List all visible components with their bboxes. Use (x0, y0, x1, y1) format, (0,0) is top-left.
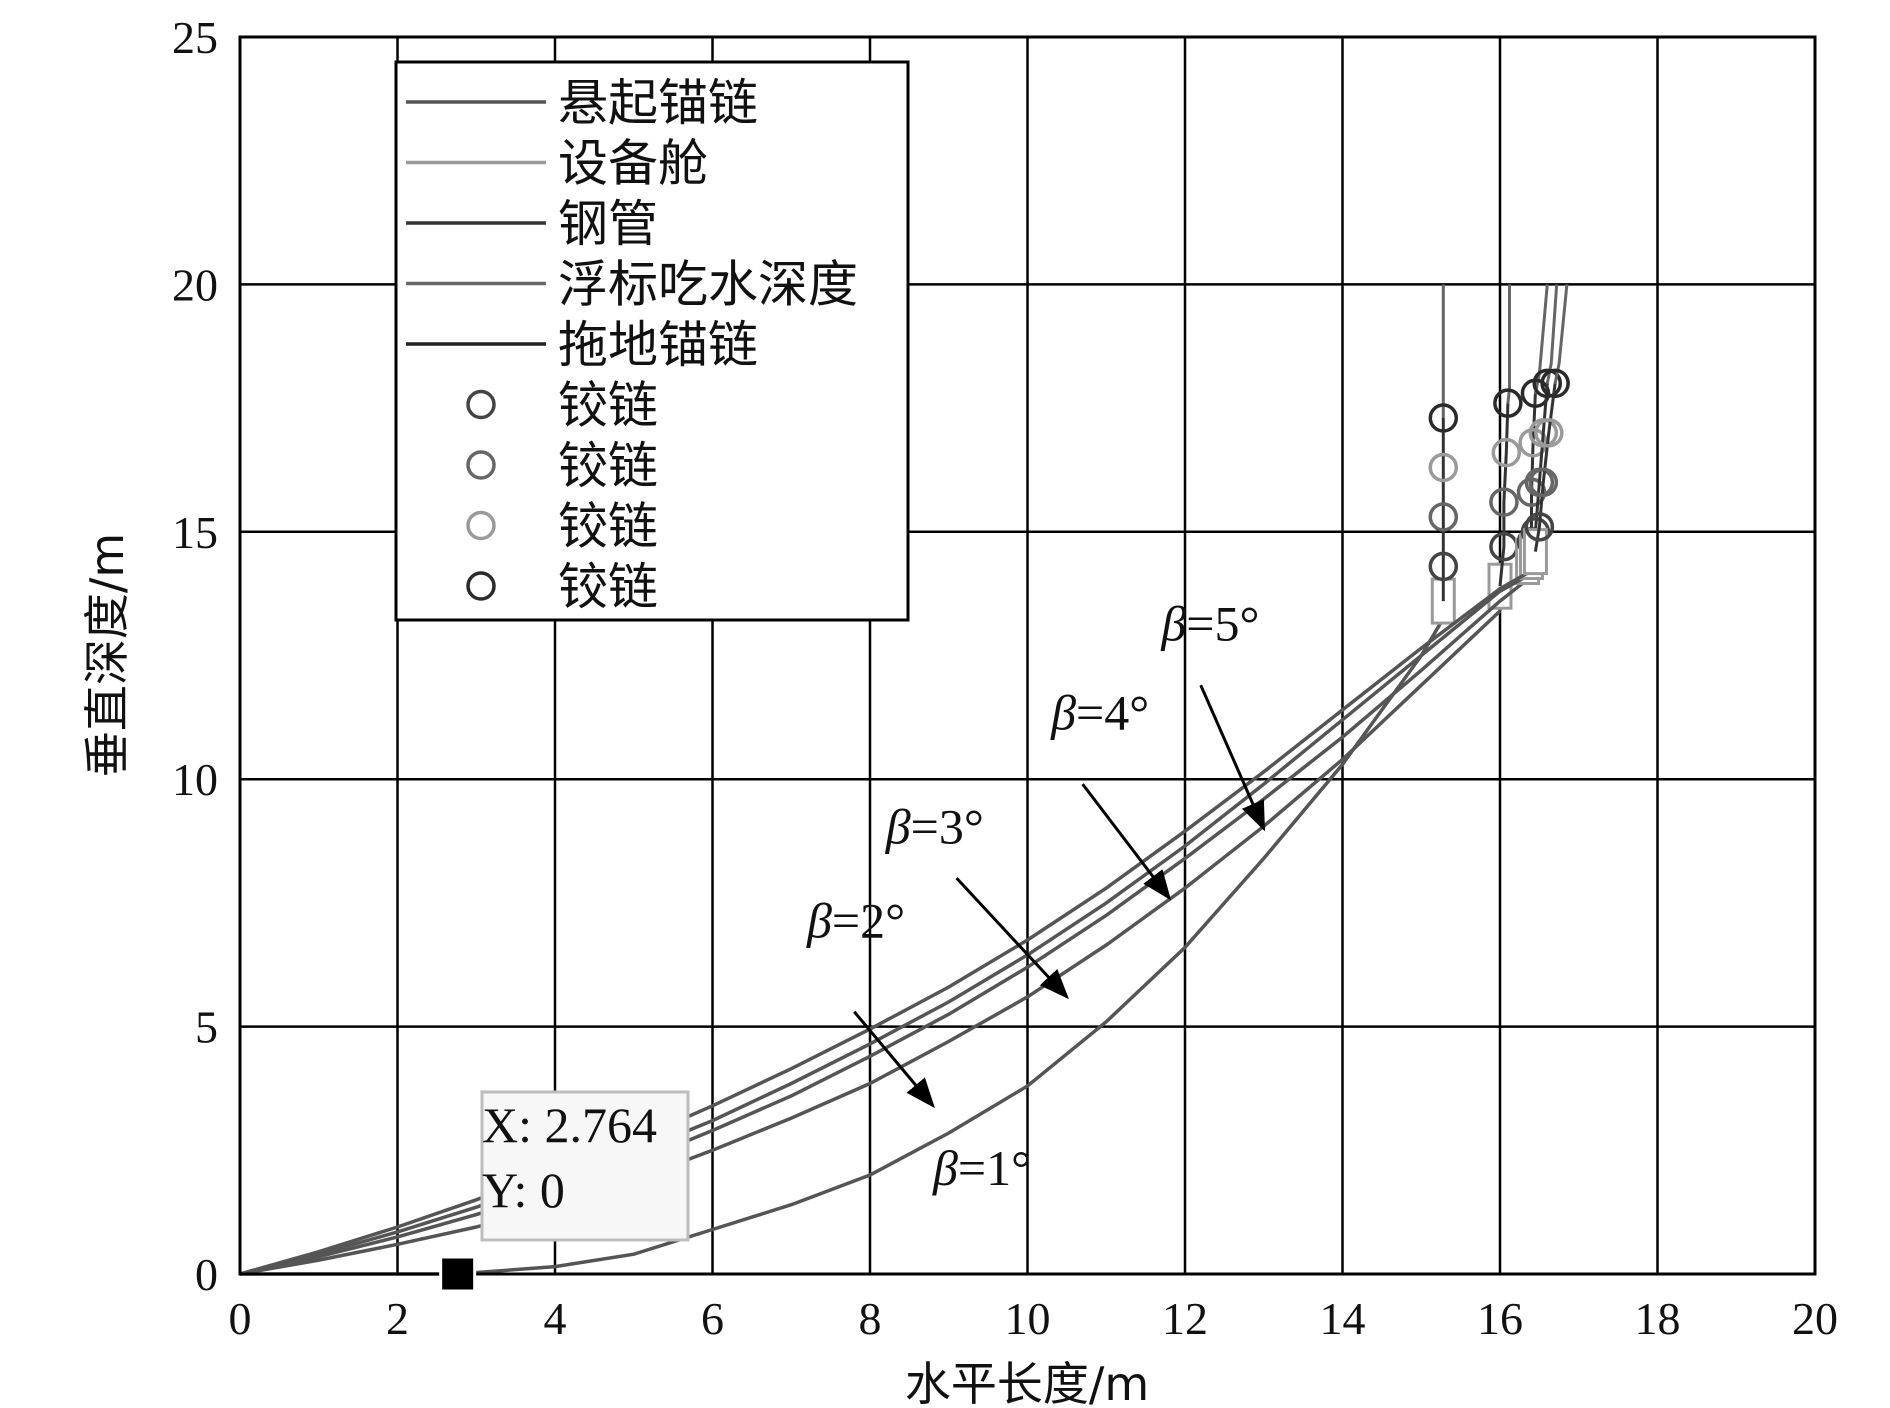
data-tip-box (480, 1090, 690, 1242)
y-axis-title: 垂直深度/m (80, 533, 134, 777)
beta-label: β=3° (885, 799, 984, 855)
legend-label: 铰链 (558, 558, 658, 616)
beta-label: β=5° (1160, 596, 1259, 652)
y-tick-label: 5 (195, 1002, 218, 1053)
legend-marker-swatch (466, 450, 496, 480)
legend-box (394, 60, 910, 622)
legend-label: 设备舱 (558, 135, 708, 193)
hinge-marker (1428, 551, 1459, 582)
x-tick-label: 6 (701, 1293, 724, 1344)
data-tip-y: Y: 0 (482, 1162, 565, 1218)
x-tick-label: 12 (1162, 1293, 1208, 1344)
legend-label: 铰链 (558, 377, 658, 435)
steel-pipe-line (1533, 383, 1557, 552)
legend-label: 拖地锚链 (558, 316, 758, 374)
hinge-marker (1532, 368, 1562, 399)
buoy-draft-line (1553, 284, 1569, 384)
x-tick-label: 14 (1320, 1293, 1366, 1344)
legend-label: 钢管 (558, 195, 658, 253)
x-tick-label: 8 (859, 1293, 882, 1344)
x-axis-title: 水平长度/m (905, 1357, 1149, 1408)
hinge-marker (1493, 388, 1523, 418)
x-tick-label: 16 (1477, 1293, 1523, 1344)
x-tick-label: 20 (1792, 1293, 1838, 1344)
suspended-chain-curve (239, 609, 1502, 1276)
hinge-marker (1428, 452, 1459, 483)
y-tick-label: 0 (195, 1249, 218, 1300)
legend-label: 浮标吃水深度 (558, 256, 858, 314)
hinge-marker (1518, 427, 1548, 458)
legend-marker-swatch (466, 389, 496, 420)
axes (238, 35, 1817, 1276)
catenary-curves (239, 284, 1570, 1276)
beta-annotations: β=1° β=2° β=3° β=4°β=5° (806, 596, 1266, 1196)
beta-arrow (1199, 684, 1266, 832)
beta-arrow (955, 877, 1069, 1000)
hinge-marker (1524, 512, 1555, 542)
x-tick-label: 18 (1635, 1293, 1681, 1344)
legend-label: 悬起锚链 (558, 74, 758, 132)
y-tick-label: 25 (172, 12, 218, 63)
hinge-marker (1428, 502, 1459, 532)
y-tick-label: 10 (172, 754, 218, 805)
x-tick-label: 10 (1005, 1293, 1051, 1344)
legend-marker-swatch (466, 510, 496, 541)
beta-arrow (1081, 783, 1172, 901)
beta-arrow (853, 1010, 935, 1109)
hinge-marker (1534, 418, 1564, 448)
beta-label: β=4° (1050, 685, 1149, 741)
data-tip-point (439, 1255, 477, 1293)
buoy-draft-line (1545, 284, 1559, 384)
hinge-marker (1428, 403, 1459, 433)
suspended-chain-curve (239, 574, 1533, 1276)
hinge-marker (1540, 368, 1570, 399)
series-5 (239, 284, 1570, 1276)
legend-label: 铰链 (558, 437, 658, 495)
y-tick-label: 20 (172, 259, 218, 310)
legend-label: 铰链 (558, 498, 658, 556)
tick-labels: 0 2 4 6 8 10 12 14 16 18 20 0 5 10 15 20 25 (172, 12, 1838, 1344)
beta-label: β=2° (806, 893, 905, 949)
y-tick-label: 15 (172, 507, 218, 558)
hinge-marker (1491, 437, 1522, 468)
plot-frame (238, 35, 1817, 1276)
data-tip-x: X: 2.764 (482, 1097, 657, 1153)
beta-label: β=1° (932, 1140, 1031, 1196)
data-tip: X: 2.764 Y: 0 (439, 1090, 690, 1293)
x-tick-label: 0 (229, 1293, 252, 1344)
suspended-chain-curve (239, 569, 1537, 1276)
buoy-draft-line (1506, 284, 1511, 404)
x-tick-label: 4 (544, 1293, 567, 1344)
legend-marker-swatch (466, 571, 496, 601)
hinge-marker (1489, 487, 1519, 517)
suspended-chain-curve (239, 564, 1541, 1276)
x-tick-label: 2 (386, 1293, 409, 1344)
hinge-marker (1528, 467, 1559, 498)
